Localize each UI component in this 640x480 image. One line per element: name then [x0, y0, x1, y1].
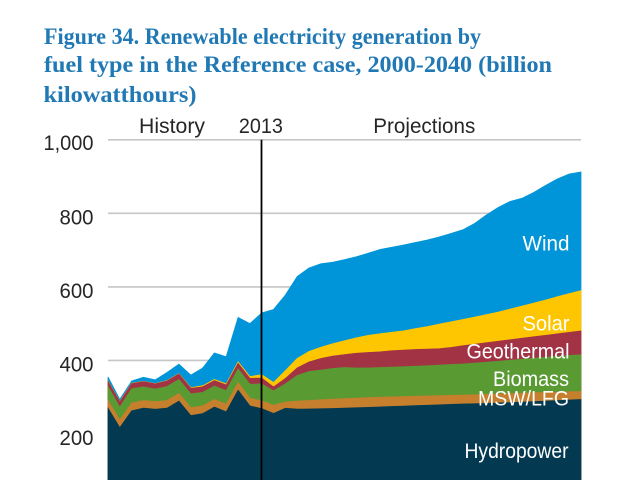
svg-text:Wind: Wind: [523, 232, 570, 256]
svg-text:1,000: 1,000: [44, 131, 94, 155]
svg-text:Biomass: Biomass: [493, 367, 569, 391]
svg-text:fuel type in the Reference cas: fuel type in the Reference case, 2000-20…: [44, 52, 552, 77]
svg-text:Solar: Solar: [523, 311, 570, 335]
svg-text:400: 400: [60, 352, 94, 376]
svg-text:2013: 2013: [239, 114, 283, 138]
svg-text:History: History: [139, 114, 205, 138]
svg-text:Figure 34. Renewable electrici: Figure 34. Renewable electricity generat…: [44, 24, 481, 49]
svg-text:MSW/LFG: MSW/LFG: [478, 387, 569, 411]
svg-text:Hydropower: Hydropower: [465, 439, 569, 463]
svg-text:Geothermal: Geothermal: [467, 340, 570, 364]
svg-text:200: 200: [60, 426, 94, 450]
svg-text:600: 600: [60, 279, 94, 303]
svg-text:kilowatthours): kilowatthours): [44, 82, 197, 107]
svg-text:800: 800: [60, 205, 94, 229]
svg-text:Projections: Projections: [373, 114, 475, 138]
